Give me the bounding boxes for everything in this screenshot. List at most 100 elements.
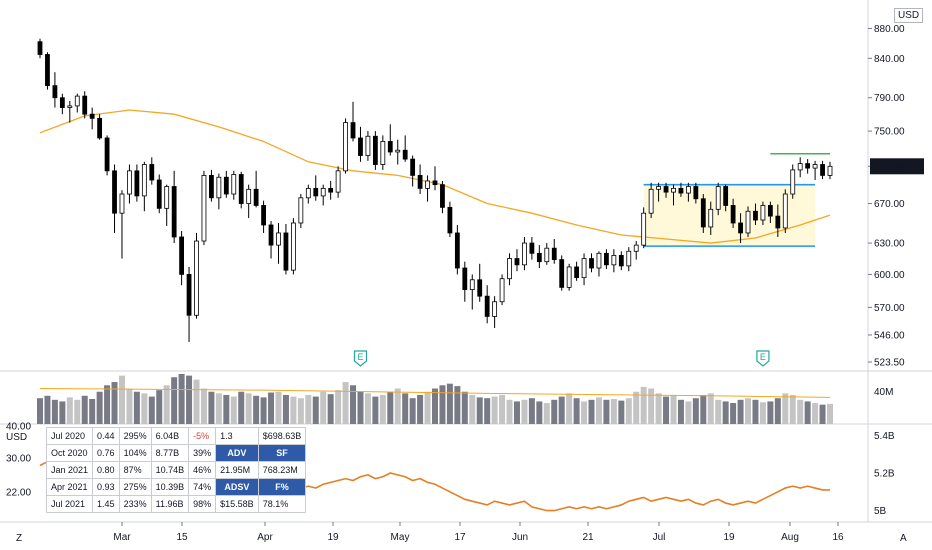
table-cell: 11.96B (150, 495, 190, 513)
time-tick-label: 19 (327, 532, 339, 543)
candle (268, 221, 274, 259)
volume-bar (417, 394, 424, 424)
table-cell: 1.45 (92, 495, 120, 513)
candle-body (171, 186, 177, 238)
candle (201, 170, 207, 246)
price-tick-label: 600.00 (874, 270, 905, 281)
volume-bar (208, 391, 215, 424)
candle-body (797, 163, 803, 171)
candle (723, 184, 729, 212)
candle-body (253, 188, 259, 206)
volume-bar (588, 399, 595, 424)
candle (700, 194, 706, 233)
earnings-marker[interactable]: E (353, 350, 368, 367)
volume-bar (513, 401, 520, 424)
candle-body (320, 187, 326, 197)
candle-body (745, 210, 751, 234)
candle (477, 263, 483, 302)
candle (484, 285, 490, 324)
candle-body (492, 301, 498, 317)
table-cell: 74% (188, 478, 217, 496)
time-tick-label: Aug (781, 532, 799, 543)
volume-bar (394, 388, 401, 424)
candle-body (37, 41, 43, 55)
candle (507, 253, 512, 286)
volume-bar (372, 396, 379, 424)
candle (97, 114, 103, 140)
table-cell: Apr 2021 (45, 478, 94, 496)
volume-bar (536, 401, 543, 424)
candle-body (432, 180, 438, 186)
candle (738, 213, 743, 244)
candle-body (231, 174, 237, 195)
volume-bar (59, 401, 66, 424)
candle (454, 224, 460, 275)
candle (134, 164, 140, 202)
volume-bar (163, 385, 170, 424)
candle-body (410, 158, 416, 176)
volume-bar (677, 399, 684, 424)
table-cell: 10.74B (150, 461, 190, 479)
candle-body (462, 267, 468, 290)
price-tick-label: 880.00 (874, 24, 905, 35)
candle (589, 253, 594, 273)
candle-body (641, 212, 647, 246)
volume-bar (618, 400, 625, 424)
candle-body (671, 187, 676, 193)
candle-body (164, 186, 170, 209)
volume-bar (89, 399, 96, 424)
candle (544, 243, 550, 265)
timezone-button[interactable]: Z (16, 533, 23, 544)
table-cell: F% (257, 478, 307, 496)
table-cell: ADSV (215, 478, 259, 496)
volume-bar (297, 398, 304, 424)
candle-body (425, 180, 430, 189)
volume-bar (282, 394, 289, 424)
earnings-marker[interactable]: E (756, 350, 770, 367)
candle-body (238, 174, 244, 204)
time-tick-label: 19 (723, 532, 735, 543)
volume-bar (499, 394, 506, 424)
auto-scale-button[interactable]: A (900, 533, 907, 544)
volume-bar (789, 394, 796, 424)
candle-body (596, 252, 602, 269)
candle-body (141, 164, 147, 197)
consolidation-box (643, 184, 816, 247)
volume-bar (245, 393, 252, 424)
candle (52, 72, 58, 108)
candle (216, 173, 222, 210)
candle (298, 194, 304, 228)
volume-bar (320, 391, 327, 424)
candle-body (350, 122, 356, 139)
ratio-tick-label: 5B (874, 506, 887, 517)
candle (37, 38, 43, 59)
candle-body (708, 208, 714, 228)
volume-bar (156, 390, 163, 424)
volume-bar (812, 403, 819, 424)
volume-bar (700, 394, 707, 424)
candle-body (328, 187, 334, 193)
candle-body (305, 187, 311, 199)
candle (767, 201, 773, 223)
candle-body (74, 95, 80, 107)
price-tick-label: 630.00 (874, 239, 905, 250)
candle (74, 93, 80, 113)
volume-bar (797, 399, 804, 424)
volume-bar (37, 398, 43, 424)
table-cell: 87% (118, 461, 152, 479)
candle-body (760, 205, 766, 221)
table-cell: 0.93 (92, 478, 120, 496)
table-cell: 10.39B (150, 478, 190, 496)
candle (693, 182, 699, 204)
candle (82, 91, 88, 119)
candle (499, 274, 505, 306)
volume-bar (461, 391, 468, 424)
volume-bar (521, 399, 528, 424)
candle (440, 180, 445, 214)
candle (820, 160, 825, 180)
volume-bar (275, 391, 282, 424)
candle-body (604, 252, 609, 266)
candle (604, 249, 609, 270)
candle (194, 232, 199, 319)
